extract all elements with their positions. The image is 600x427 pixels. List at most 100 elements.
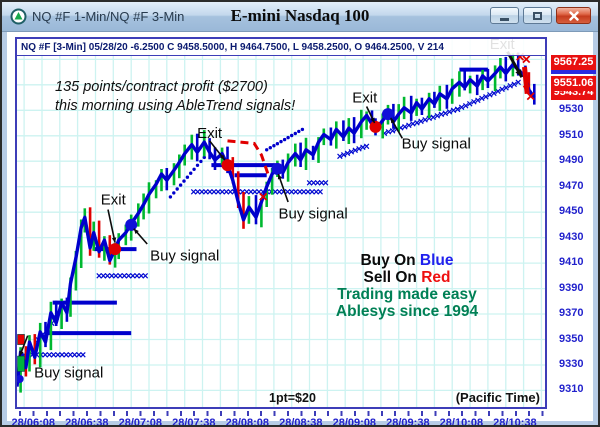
svg-text:×: × xyxy=(203,187,209,199)
price-chart[interactable]: × ×× ×××××××××××××××××××××××××××××××××××× ×… xyxy=(17,39,545,407)
time-tick-label: 28/08:08 xyxy=(225,417,270,427)
svg-text:×: × xyxy=(305,187,311,199)
close-button[interactable] xyxy=(556,7,591,24)
svg-text:×: × xyxy=(381,128,387,140)
svg-text:×: × xyxy=(479,93,485,105)
svg-text:×: × xyxy=(414,117,420,129)
svg-text:×: × xyxy=(314,178,320,190)
red-x-marks: ×××× xyxy=(259,49,536,206)
svg-text:×: × xyxy=(322,178,328,190)
svg-text:×: × xyxy=(515,77,521,89)
svg-text:×: × xyxy=(297,187,303,199)
red-dashed-exit-line xyxy=(227,139,272,183)
svg-text:×: × xyxy=(227,187,233,199)
svg-text:×: × xyxy=(522,51,531,68)
window-controls xyxy=(490,7,591,24)
time-tick-label: 28/10:08 xyxy=(439,417,484,427)
close-icon xyxy=(568,10,579,21)
chart-window-content: NQ #F [3-Min] 05/28/20 -6.2500 C 9458.50… xyxy=(7,32,596,425)
time-axis-ticks xyxy=(19,411,551,416)
dotted-support-layer xyxy=(168,127,305,199)
legend-buy-word: Blue xyxy=(419,252,454,269)
annotation-exit: Exit xyxy=(101,191,127,208)
svg-text:×: × xyxy=(138,271,144,283)
svg-text:×: × xyxy=(211,187,217,199)
svg-text:×: × xyxy=(199,187,205,199)
svg-text:×: × xyxy=(259,189,268,206)
annotation-buy-signal: Buy signal xyxy=(34,365,103,382)
svg-text:×: × xyxy=(454,104,460,116)
svg-text:×: × xyxy=(317,187,323,199)
svg-text:×: × xyxy=(511,79,517,91)
time-tick-label: 28/09:38 xyxy=(386,417,430,427)
svg-text:×: × xyxy=(80,350,86,362)
svg-text:×: × xyxy=(207,187,213,199)
price-tick-label: 9310 xyxy=(559,383,584,396)
svg-text:×: × xyxy=(243,187,249,199)
price-highlight-blue-stripe xyxy=(551,70,596,75)
svg-text:×: × xyxy=(42,350,48,362)
legend-tagline1: Trading made easy xyxy=(337,286,477,303)
svg-text:×: × xyxy=(276,187,282,199)
svg-text:×: × xyxy=(121,271,127,283)
svg-text:×: × xyxy=(397,123,403,135)
chart-plot-area[interactable]: NQ #F [3-Min] 05/28/20 -6.2500 C 9458.50… xyxy=(15,37,547,409)
svg-text:×: × xyxy=(130,271,136,283)
titlebar[interactable]: NQ #F 1-Min/NQ #F 3-Min E-mini Nasdaq 10… xyxy=(2,2,598,32)
point-value-label: 1pt=$20 xyxy=(269,391,316,405)
svg-text:×: × xyxy=(344,148,350,160)
svg-text:×: × xyxy=(402,121,408,133)
price-tick-label: 9430 xyxy=(559,230,584,243)
svg-text:×: × xyxy=(288,187,294,199)
svg-text:×: × xyxy=(360,142,366,154)
svg-text:×: × xyxy=(292,187,298,199)
svg-text:×: × xyxy=(301,187,307,199)
svg-text:×: × xyxy=(55,350,61,362)
time-tick-label: 28/06:08 xyxy=(11,417,55,427)
svg-text:×: × xyxy=(142,271,148,283)
svg-text:×: × xyxy=(352,145,358,157)
minimize-button[interactable] xyxy=(490,7,519,24)
svg-text:×: × xyxy=(318,178,324,190)
annotation-exit: Exit xyxy=(197,125,223,142)
price-line xyxy=(17,62,536,387)
price-tick-label: 9350 xyxy=(559,332,584,345)
price-highlight-label: 9567.25 xyxy=(551,55,596,71)
annotation-exit: Exit xyxy=(352,90,378,107)
svg-text:×: × xyxy=(313,187,319,199)
svg-text:×: × xyxy=(272,187,278,199)
price-tick-label: 9390 xyxy=(559,281,584,294)
svg-text:×: × xyxy=(21,350,27,362)
svg-text:×: × xyxy=(215,187,221,199)
svg-text:×: × xyxy=(252,187,258,199)
svg-text:×: × xyxy=(363,141,369,153)
svg-text:×: × xyxy=(393,124,399,136)
price-tick-label: 9330 xyxy=(559,357,584,370)
svg-text:×: × xyxy=(406,120,412,132)
edge-markers xyxy=(17,334,25,372)
svg-text:×: × xyxy=(503,82,509,94)
buy-signal-dot xyxy=(271,162,284,175)
svg-text:×: × xyxy=(190,187,196,199)
legend-sell-word: Red xyxy=(421,269,451,286)
price-tick-label: 9450 xyxy=(559,205,584,218)
legend-tagline2: Ablesys since 1994 xyxy=(335,303,479,320)
svg-text:×: × xyxy=(418,116,424,128)
svg-text:×: × xyxy=(306,178,312,190)
ablesys-logo-icon xyxy=(10,8,27,25)
svg-text:×: × xyxy=(108,271,114,283)
price-highlight-label: 9551.06 xyxy=(551,75,596,91)
svg-text:×: × xyxy=(491,88,497,100)
svg-text:×: × xyxy=(438,109,444,121)
final-exit-arrow xyxy=(522,66,530,95)
svg-text:×: × xyxy=(219,187,225,199)
time-tick-label: 28/07:08 xyxy=(118,417,163,427)
svg-text:×: × xyxy=(410,119,416,131)
maximize-button[interactable] xyxy=(523,7,552,24)
svg-text:×: × xyxy=(194,187,200,199)
price-tick-label: 9530 xyxy=(559,103,584,116)
exit-signal-dot xyxy=(369,120,382,133)
svg-text:×: × xyxy=(487,90,493,102)
annotation-buy-signal: Buy signal xyxy=(402,135,471,152)
